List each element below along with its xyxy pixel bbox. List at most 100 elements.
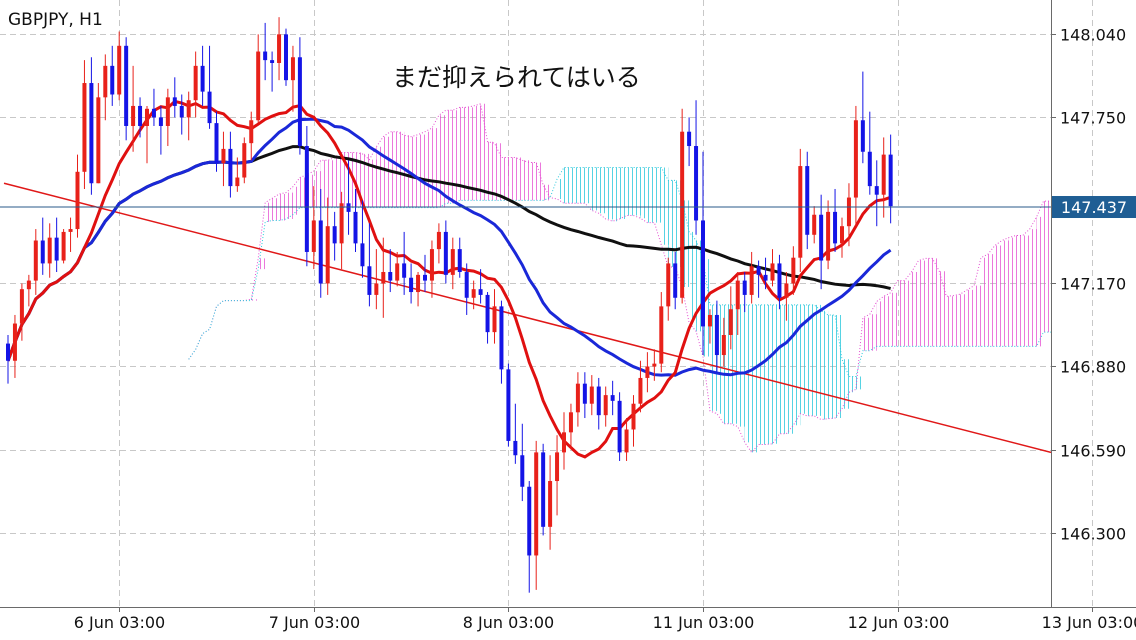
candle-body (485, 294, 490, 333)
candle-body (304, 146, 309, 252)
candle-body (645, 366, 650, 378)
y-tick-label: 146.590 (1060, 442, 1126, 461)
x-tick-label: 8 Jun 03:00 (463, 613, 554, 632)
candle-body (596, 386, 601, 416)
x-tick-label: 11 Jun 03:00 (653, 613, 755, 632)
candle-body (617, 400, 622, 453)
candle-body (624, 429, 629, 453)
candle-body (874, 186, 879, 195)
candle-body (96, 97, 101, 184)
candle-body (54, 237, 59, 261)
candle-body (138, 105, 143, 126)
candle-body (450, 249, 455, 275)
candle-body (840, 226, 844, 244)
candle-body (12, 323, 17, 361)
x-tick-label: 6 Jun 03:00 (74, 613, 165, 632)
candle-body (249, 120, 254, 144)
candle-body (659, 306, 664, 364)
candle-body (638, 377, 643, 404)
candle-body (179, 105, 184, 118)
candle-body (457, 249, 462, 273)
candle-body (603, 395, 608, 416)
candle-body (756, 266, 761, 275)
current-price-marker: 147.437 (1052, 196, 1136, 219)
candle-body (6, 343, 10, 361)
candle-body (360, 243, 365, 267)
candle-body (568, 412, 573, 433)
candle-body (242, 143, 247, 178)
candle-body (631, 403, 636, 430)
candle-body (131, 105, 136, 126)
candle-body (193, 65, 198, 101)
candle-body (860, 120, 865, 152)
candle-body (40, 240, 45, 264)
candle-body (436, 231, 441, 250)
candle-body (506, 369, 511, 441)
candle-body (117, 45, 122, 95)
candle-body (534, 452, 539, 556)
candle-body (520, 455, 525, 487)
candle-body (367, 266, 372, 295)
candle-body (714, 314, 719, 356)
candle-body (541, 452, 546, 527)
candle-body (61, 231, 66, 261)
candle-body (791, 257, 796, 284)
candle-body (33, 240, 38, 281)
x-tick-label: 13 Jun 03:00 (1042, 613, 1136, 632)
candle-body (562, 432, 566, 453)
candle-body (416, 274, 421, 293)
candle-body (763, 274, 768, 281)
x-tick-label: 7 Jun 03:00 (269, 613, 360, 632)
candle-body (707, 314, 712, 327)
chart-annotation: まだ抑えられてはいる (392, 63, 641, 92)
time-axis[interactable]: 6 Jun 03:00 7 Jun 03:00 8 Jun 03:00 11 Jun … (74, 607, 1136, 632)
candle-body (742, 280, 747, 295)
candle-body (798, 166, 803, 258)
candle-body (846, 197, 851, 227)
candle-body (47, 237, 52, 264)
candle-body (346, 203, 351, 212)
candle-body (701, 220, 705, 327)
candle-body (151, 108, 156, 118)
candle-body (575, 383, 580, 413)
candle-body (19, 289, 24, 324)
candle-body (89, 83, 94, 184)
candle-body (395, 263, 400, 281)
candle-body (270, 60, 275, 63)
candle-body (694, 146, 699, 221)
candle-body (423, 274, 427, 281)
candle-body (819, 214, 824, 261)
candle-body (26, 280, 31, 290)
candle-body (353, 211, 358, 244)
candlesticks (6, 17, 893, 593)
candle-body (409, 277, 414, 293)
candle-body (513, 440, 518, 456)
price-axis[interactable]: 148.040 147.750 147.170 146.880 146.590 146.3… (1051, 26, 1126, 544)
candle-body (124, 45, 129, 126)
candle-body (805, 166, 810, 235)
candle-body (555, 452, 560, 482)
candle-body (652, 363, 657, 367)
candle-body (548, 481, 553, 527)
candle-body (610, 395, 615, 401)
candle-body (165, 97, 170, 126)
candle-body (145, 108, 149, 126)
candle-body (277, 34, 282, 63)
candle-body (221, 148, 226, 164)
candle-body (687, 131, 692, 147)
candle-body (673, 263, 678, 298)
candle-body (499, 306, 504, 370)
moving-average-mid (6, 117, 892, 377)
candle-body (527, 486, 532, 556)
candle-body (235, 177, 240, 187)
candle-body (589, 386, 594, 404)
candle-body (402, 263, 407, 278)
resistance-trendline[interactable] (3, 182, 1051, 454)
candle-body (186, 100, 191, 118)
candle-body (881, 154, 886, 195)
candle-body (311, 220, 316, 252)
candle-body (75, 171, 80, 230)
candle-body (381, 272, 386, 284)
candle-body (172, 97, 177, 106)
